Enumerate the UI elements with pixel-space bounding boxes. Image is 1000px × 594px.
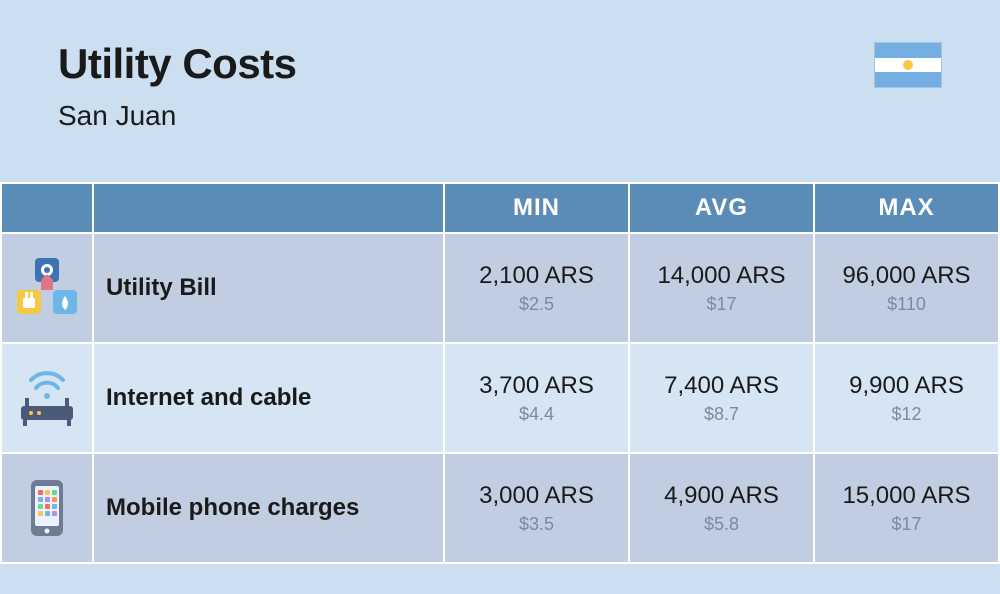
icon-cell: [1, 233, 93, 343]
page-title: Utility Costs: [58, 40, 942, 88]
cell-max: 15,000 ARS $17: [814, 453, 999, 563]
cell-max: 9,900 ARS $12: [814, 343, 999, 453]
row-label: Utility Bill: [93, 233, 444, 343]
cell-min: 2,100 ARS $2.5: [444, 233, 629, 343]
col-min: MIN: [444, 183, 629, 233]
costs-table: MIN AVG MAX: [0, 182, 1000, 564]
flag-sun-icon: [903, 60, 913, 70]
primary-value: 14,000 ARS: [640, 262, 803, 290]
table-row: Utility Bill 2,100 ARS $2.5 14,000 ARS $…: [1, 233, 999, 343]
router-icon: [15, 366, 79, 430]
cell-min: 3,700 ARS $4.4: [444, 343, 629, 453]
icon-cell: [1, 453, 93, 563]
primary-value: 15,000 ARS: [825, 482, 988, 510]
row-label: Mobile phone charges: [93, 453, 444, 563]
secondary-value: $5.8: [640, 514, 803, 535]
secondary-value: $2.5: [455, 294, 618, 315]
flag-stripe-top: [875, 43, 941, 58]
primary-value: 96,000 ARS: [825, 262, 988, 290]
flag-stripe-mid: [875, 58, 941, 73]
cell-avg: 4,900 ARS $5.8: [629, 453, 814, 563]
primary-value: 3,700 ARS: [455, 372, 618, 400]
cell-avg: 7,400 ARS $8.7: [629, 343, 814, 453]
primary-value: 7,400 ARS: [640, 372, 803, 400]
primary-value: 3,000 ARS: [455, 482, 618, 510]
secondary-value: $110: [825, 294, 988, 315]
secondary-value: $4.4: [455, 404, 618, 425]
phone-icon: [15, 476, 79, 540]
secondary-value: $12: [825, 404, 988, 425]
header-empty-label: [93, 183, 444, 233]
primary-value: 4,900 ARS: [640, 482, 803, 510]
secondary-value: $8.7: [640, 404, 803, 425]
table-row: Mobile phone charges 3,000 ARS $3.5 4,90…: [1, 453, 999, 563]
header: Utility Costs San Juan: [0, 0, 1000, 182]
primary-value: 9,900 ARS: [825, 372, 988, 400]
utilities-icon: [15, 256, 79, 320]
secondary-value: $17: [825, 514, 988, 535]
page-subtitle: San Juan: [58, 100, 942, 132]
header-empty-icon: [1, 183, 93, 233]
secondary-value: $3.5: [455, 514, 618, 535]
row-label: Internet and cable: [93, 343, 444, 453]
flag-stripe-bottom: [875, 72, 941, 87]
col-avg: AVG: [629, 183, 814, 233]
table-row: Internet and cable 3,700 ARS $4.4 7,400 …: [1, 343, 999, 453]
table-header-row: MIN AVG MAX: [1, 183, 999, 233]
primary-value: 2,100 ARS: [455, 262, 618, 290]
icon-cell: [1, 343, 93, 453]
flag-argentina: [874, 42, 942, 88]
secondary-value: $17: [640, 294, 803, 315]
cell-min: 3,000 ARS $3.5: [444, 453, 629, 563]
cell-max: 96,000 ARS $110: [814, 233, 999, 343]
cell-avg: 14,000 ARS $17: [629, 233, 814, 343]
col-max: MAX: [814, 183, 999, 233]
